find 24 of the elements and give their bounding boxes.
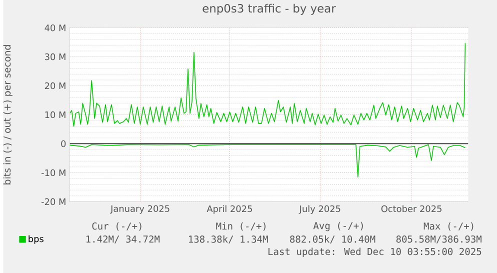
y-tick-label: 40 M — [44, 24, 66, 32]
text: 1.42M/ 34.72M — [86, 235, 160, 244]
legend-label: bps — [28, 235, 44, 244]
text: Last update: Wed Dec 10 03:55:00 2025 — [268, 248, 482, 257]
y-tick-label: -10 M — [42, 169, 66, 176]
y-axis-title: bits in (-) / out (+) per second — [3, 45, 12, 184]
y-tick-label: -20 M — [42, 198, 66, 205]
text: Max (-/+) — [424, 222, 474, 231]
chart-title: enp0s3 traffic - by year — [202, 4, 336, 15]
x-tick-label: October 2025 — [381, 205, 442, 212]
text: Avg (-/+) — [313, 222, 363, 232]
text: 882.05k/ 10.40M — [290, 235, 376, 244]
text: Min (-/+) — [216, 222, 266, 231]
line-series — [70, 42, 466, 127]
text: 138.38k/ 1.34M — [189, 235, 268, 244]
y-tick-label: 30 M — [44, 53, 66, 60]
y-tick-label: 10 M — [45, 111, 66, 118]
y-tick-label: 20 M — [44, 82, 66, 90]
text: 805.58M/386.93M — [396, 235, 482, 244]
x-tick-label: January 2025 — [110, 205, 170, 214]
y-tick-label: 0 — [61, 140, 66, 148]
x-tick-label: April 2025 — [206, 205, 252, 214]
text: Cur (-/+) — [92, 222, 142, 231]
x-tick-label: July 2025 — [298, 205, 340, 214]
